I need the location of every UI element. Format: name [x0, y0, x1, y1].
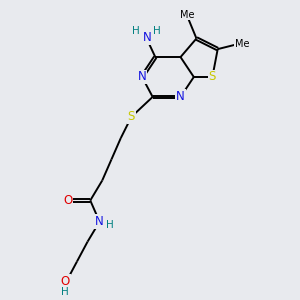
Text: H: H — [153, 26, 161, 35]
Text: O: O — [60, 275, 70, 288]
Text: H: H — [106, 220, 113, 230]
Text: Me: Me — [180, 10, 194, 20]
Text: S: S — [209, 70, 216, 83]
Text: H: H — [132, 26, 140, 35]
Text: O: O — [63, 194, 72, 207]
Text: S: S — [128, 110, 135, 123]
Text: N: N — [138, 70, 146, 83]
Text: N: N — [143, 31, 152, 44]
Text: Me: Me — [235, 39, 249, 49]
Text: N: N — [95, 215, 104, 228]
Text: N: N — [176, 90, 185, 104]
Text: H: H — [61, 286, 69, 296]
